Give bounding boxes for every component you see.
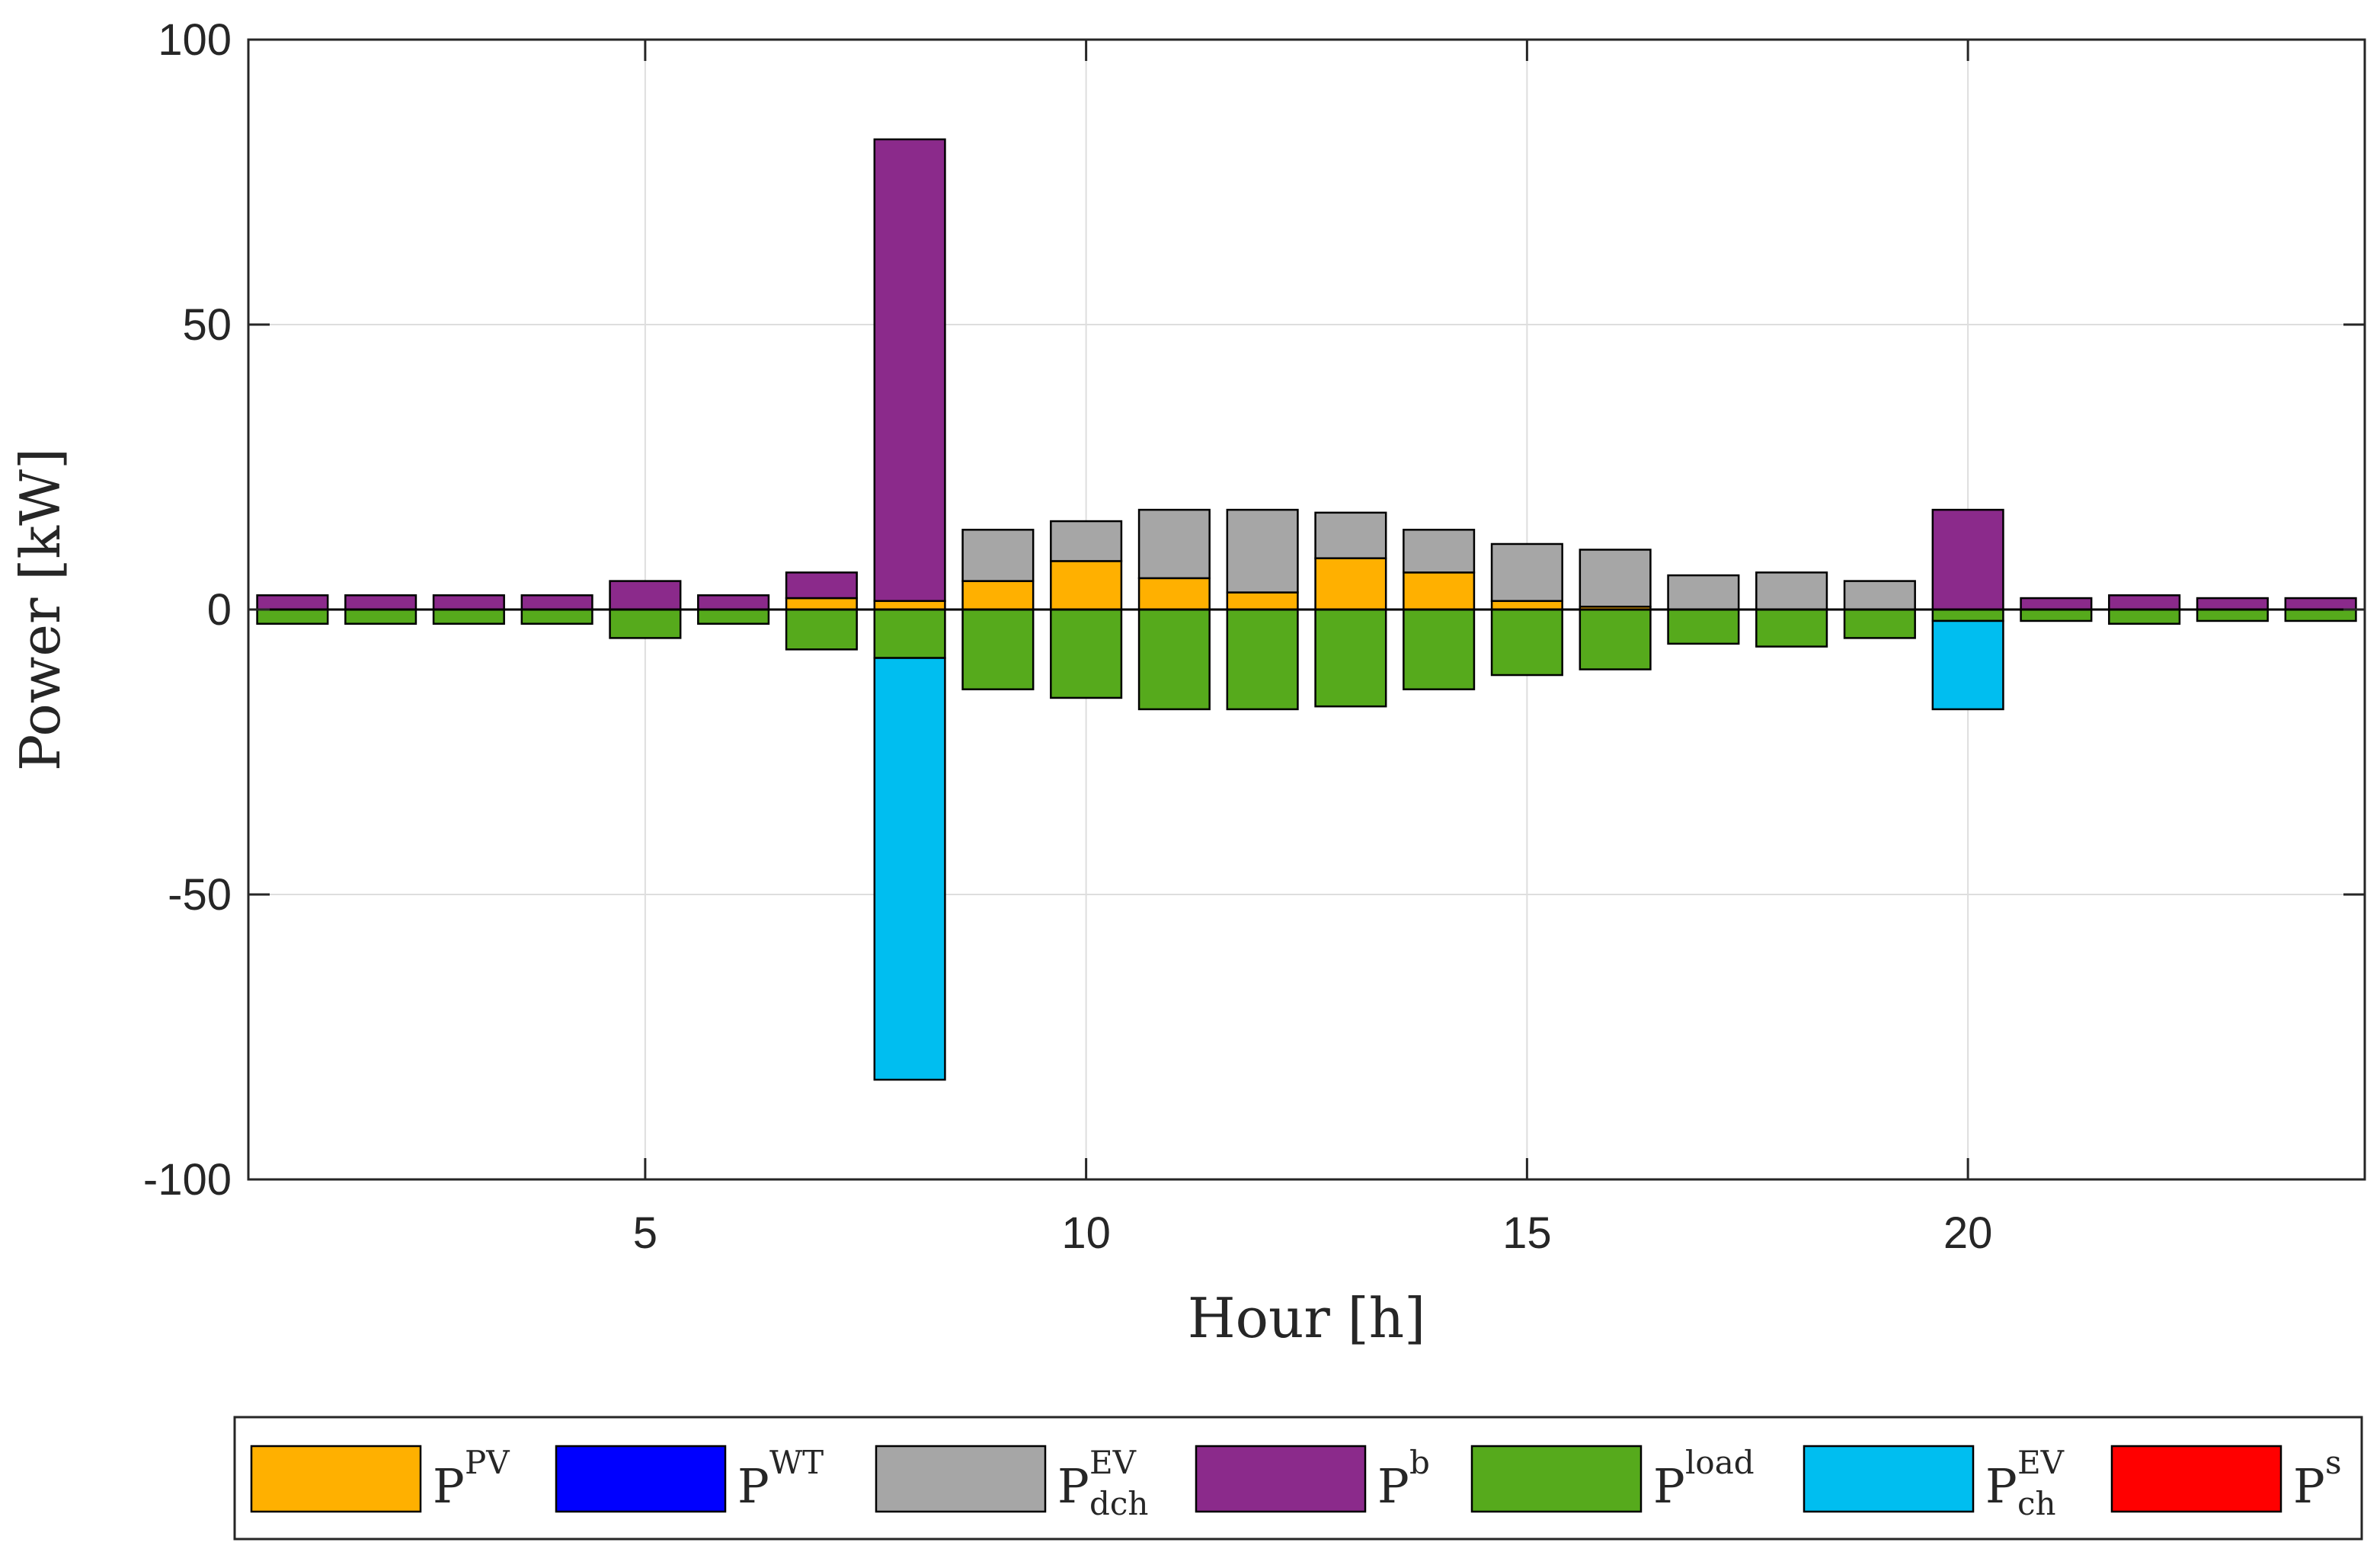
legend-swatch-EV-ch [1803,1445,1975,1513]
bar-b-hour-3 [432,594,505,611]
legend-label-base: P [433,1458,465,1514]
bar-b-hour-5 [609,580,682,611]
bar-EV-ch-hour-20 [1931,619,2004,711]
bar-load-hour-14 [1403,608,1476,690]
legend-label-sup: b [1409,1444,1430,1481]
legend-swatch-b [1195,1445,1367,1513]
bar-load-hour-9 [961,608,1035,690]
bar-b-hour-8 [873,138,946,603]
y-tick-label: -50 [168,870,232,920]
bar-b-hour-6 [697,594,770,611]
bar-series [256,138,2357,1081]
x-tick-label: 15 [1502,1208,1552,1258]
legend-label-sup: WT [769,1444,824,1481]
bar-load-hour-15 [1490,608,1563,677]
bar-b-hour-4 [520,594,593,611]
bar-EV-dch-hour-15 [1490,542,1563,603]
legend-swatch-load [1470,1445,1643,1513]
x-axis-label: Hour [h] [1188,1286,1425,1350]
y-tick-label: 0 [207,585,232,635]
legend-label-base: P [1377,1458,1409,1514]
bar-load-hour-5 [609,608,682,639]
legend-label-base: P [1057,1458,1089,1514]
bar-EV-dch-hour-11 [1137,508,1211,580]
legend-label-base: P [737,1458,769,1514]
legend-label-base: P [1985,1458,2017,1514]
bar-load-hour-17 [1667,608,1740,645]
bar-EV-dch-hour-17 [1667,574,1740,611]
bar-PV-hour-7 [785,597,858,611]
bar-b-hour-7 [785,571,858,600]
y-axis-label: Power [kW] [8,448,72,771]
bar-PV-hour-13 [1314,557,1387,611]
bar-b-hour-21 [2020,597,2093,611]
bar-EV-dch-hour-16 [1579,549,1652,608]
bar-load-hour-1 [256,608,329,625]
bar-load-hour-19 [1843,608,1916,639]
legend-label-sup: load [1685,1444,1755,1481]
legend-label-sup: EV [2017,1444,2065,1481]
bar-load-hour-24 [2284,608,2357,622]
bar-EV-dch-hour-12 [1226,508,1299,594]
axis-ticks [248,38,2365,1181]
bar-load-hour-2 [344,608,417,625]
bar-PV-hour-12 [1226,591,1299,611]
bar-EV-dch-hour-19 [1843,580,1916,611]
bar-load-hour-23 [2196,608,2269,622]
bar-EV-ch-hour-8 [873,657,946,1081]
bar-PV-hour-10 [1050,560,1123,611]
bar-EV-dch-hour-9 [961,529,1035,582]
y-tick-label: 50 [182,300,232,350]
bar-load-hour-20 [1931,608,2004,622]
bar-EV-dch-hour-18 [1755,571,1828,611]
bar-load-hour-21 [2020,608,2093,622]
bar-PV-hour-9 [961,580,1035,611]
x-tick-label: 20 [1943,1208,1993,1258]
bar-load-hour-18 [1755,608,1828,648]
bar-PV-hour-11 [1137,577,1211,611]
bar-PV-hour-8 [873,600,946,611]
bar-PV-hour-14 [1403,571,1476,611]
bar-load-hour-4 [520,608,593,625]
legend-label-sub: ch [2017,1485,2056,1522]
bar-EV-dch-hour-13 [1314,511,1387,559]
bar-EV-dch-hour-10 [1050,520,1123,562]
y-tick-label: 100 [158,15,232,65]
bar-load-hour-6 [697,608,770,625]
legend-label-sub: dch [1089,1485,1148,1522]
legend-swatch-WT [555,1445,727,1513]
legend-swatch-s [2110,1445,2282,1513]
y-tick-label: -100 [143,1155,232,1205]
bar-load-hour-12 [1226,608,1299,711]
legend-label-sup: s [2325,1444,2342,1481]
legend-swatch-EV-dch [875,1445,1047,1513]
bar-b-hour-2 [344,594,417,611]
bar-load-hour-16 [1579,608,1652,670]
legend-label-sup: PV [465,1444,510,1481]
bar-load-hour-3 [432,608,505,625]
bar-load-hour-7 [785,608,858,651]
x-tick-label: 5 [633,1208,657,1258]
x-tick-label: 10 [1061,1208,1111,1258]
bar-PV-hour-15 [1490,600,1563,611]
x-tick-labels: 5 10 15 20 [633,1208,1993,1258]
bar-b-hour-1 [256,594,329,611]
bar-load-hour-22 [2108,608,2181,625]
y-tick-labels: 100 50 0 -50 -100 [143,15,232,1205]
bar-load-hour-13 [1314,608,1387,708]
bar-load-hour-8 [873,608,946,659]
bar-b-hour-23 [2196,597,2269,611]
legend-label-base: P [1653,1458,1685,1514]
legend-swatch-PV [250,1445,422,1513]
bar-b-hour-24 [2284,597,2357,611]
legend-label-base: P [2293,1458,2325,1514]
legend-label-sup: EV [1089,1444,1137,1481]
bar-load-hour-10 [1050,608,1123,699]
bar-load-hour-11 [1137,608,1211,711]
bar-EV-dch-hour-14 [1403,529,1476,574]
bar-b-hour-22 [2108,594,2181,611]
bar-b-hour-20 [1931,508,2004,611]
